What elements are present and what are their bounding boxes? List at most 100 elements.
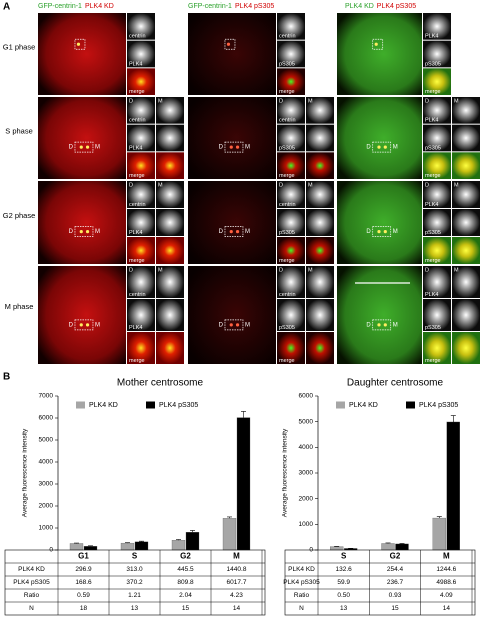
inset-marker: D	[279, 98, 283, 104]
table-row-label: N	[29, 605, 34, 612]
table-cell: 236.7	[387, 579, 404, 586]
table-cell: 59.9	[337, 579, 350, 586]
table-row-label: PLK4 pS305	[13, 579, 50, 586]
inset-marker: D	[425, 98, 429, 104]
inset	[156, 97, 184, 124]
legend-swatch	[76, 401, 85, 409]
column-header: PLK4 pS305	[377, 3, 416, 10]
roi-marker: M	[393, 229, 398, 235]
inset-label: pS305	[425, 325, 441, 331]
roi-marker: M	[95, 322, 100, 328]
table-cell: 4.23	[230, 592, 243, 599]
table-row-label: PLK4 pS305	[283, 579, 320, 586]
inset-marker: M	[308, 182, 313, 188]
error-bar	[385, 542, 391, 544]
table-cell: 296.9	[75, 566, 92, 573]
inset	[423, 68, 451, 95]
roi-box	[224, 38, 236, 50]
inset	[306, 152, 334, 179]
inset	[306, 237, 334, 264]
centrosome-dot	[235, 145, 240, 149]
inset-label: merge	[425, 89, 441, 95]
inset-label: PLK4	[129, 145, 142, 151]
bar	[134, 541, 149, 551]
panel-label: A	[3, 2, 10, 13]
table-cell: 445.5	[177, 566, 194, 573]
inset-marker: M	[454, 267, 459, 273]
legend-label: PLK4 pS305	[419, 402, 458, 409]
inset-label: centrin	[129, 292, 146, 298]
inset	[277, 97, 305, 124]
roi-marker: D	[366, 229, 371, 235]
inset	[452, 266, 480, 298]
column-header: PLK4 KD	[345, 3, 374, 10]
table-cell: 2.04	[179, 592, 192, 599]
inset	[452, 124, 480, 152]
row-label: S phase	[5, 126, 33, 135]
y-tick-label: 3000	[299, 470, 314, 477]
micrograph	[38, 266, 126, 364]
centrosome-dot	[374, 42, 378, 46]
inset-marker: M	[158, 182, 163, 188]
table-cell: 1.21	[128, 592, 141, 599]
roi-box	[372, 141, 392, 153]
inset-label: PLK4	[129, 325, 142, 331]
inset	[156, 209, 184, 236]
inset-marker: M	[454, 182, 459, 188]
inset	[127, 299, 155, 331]
centrosome-dot	[79, 323, 83, 327]
inset-label: merge	[129, 358, 145, 364]
roi-marker: M	[245, 322, 250, 328]
x-tick-label: G2	[180, 552, 191, 561]
roi-box	[224, 141, 244, 153]
micrograph	[188, 181, 276, 264]
row-label: M phase	[5, 302, 34, 311]
inset	[277, 152, 305, 179]
centrosome-dot	[235, 230, 240, 234]
table-cell: 13	[340, 605, 348, 612]
inset	[423, 181, 451, 208]
inset-label: PLK4	[425, 202, 438, 208]
bar	[395, 543, 409, 551]
inset-label: merge	[425, 173, 441, 179]
column-header: PLK4 KD	[85, 3, 114, 10]
roi-box	[372, 226, 392, 237]
inset	[277, 68, 305, 95]
inset-label: centrin	[279, 34, 296, 40]
inset	[306, 181, 334, 208]
table-cell: 370.2	[126, 579, 143, 586]
inset	[277, 299, 305, 331]
table-cell: 15	[182, 605, 190, 612]
inset	[277, 237, 305, 264]
inset-label: merge	[279, 358, 295, 364]
legend-label: PLK4 pS305	[159, 402, 198, 409]
inset	[127, 237, 155, 264]
error-bar	[436, 516, 442, 519]
inset-marker: M	[158, 98, 163, 104]
centrosome-dot	[85, 323, 90, 327]
roi-marker: D	[219, 229, 224, 235]
centrosome-dot	[229, 323, 233, 327]
inset	[156, 299, 184, 331]
roi-box	[372, 319, 392, 331]
inset-marker: D	[129, 182, 133, 188]
y-tick-label: 5000	[299, 418, 314, 425]
legend-swatch	[146, 401, 155, 409]
legend-swatch	[406, 401, 415, 409]
error-bar	[241, 411, 246, 418]
centrosome-dot	[85, 230, 90, 234]
centrosome-dot	[377, 323, 381, 327]
micrograph	[38, 97, 126, 179]
centrosome-dot	[226, 42, 231, 46]
micrograph	[38, 13, 126, 95]
y-tick-label: 2000	[39, 503, 54, 510]
y-tick-label: 5000	[39, 437, 54, 444]
inset-label: pS305	[279, 325, 295, 331]
row-label: G2 phase	[3, 211, 36, 220]
column-header: PLK4 pS305	[235, 3, 274, 10]
inset	[423, 332, 451, 364]
inset-label: PLK4	[425, 34, 438, 40]
inset	[156, 332, 184, 364]
centrosome-dot	[235, 323, 240, 327]
inset	[127, 266, 155, 298]
